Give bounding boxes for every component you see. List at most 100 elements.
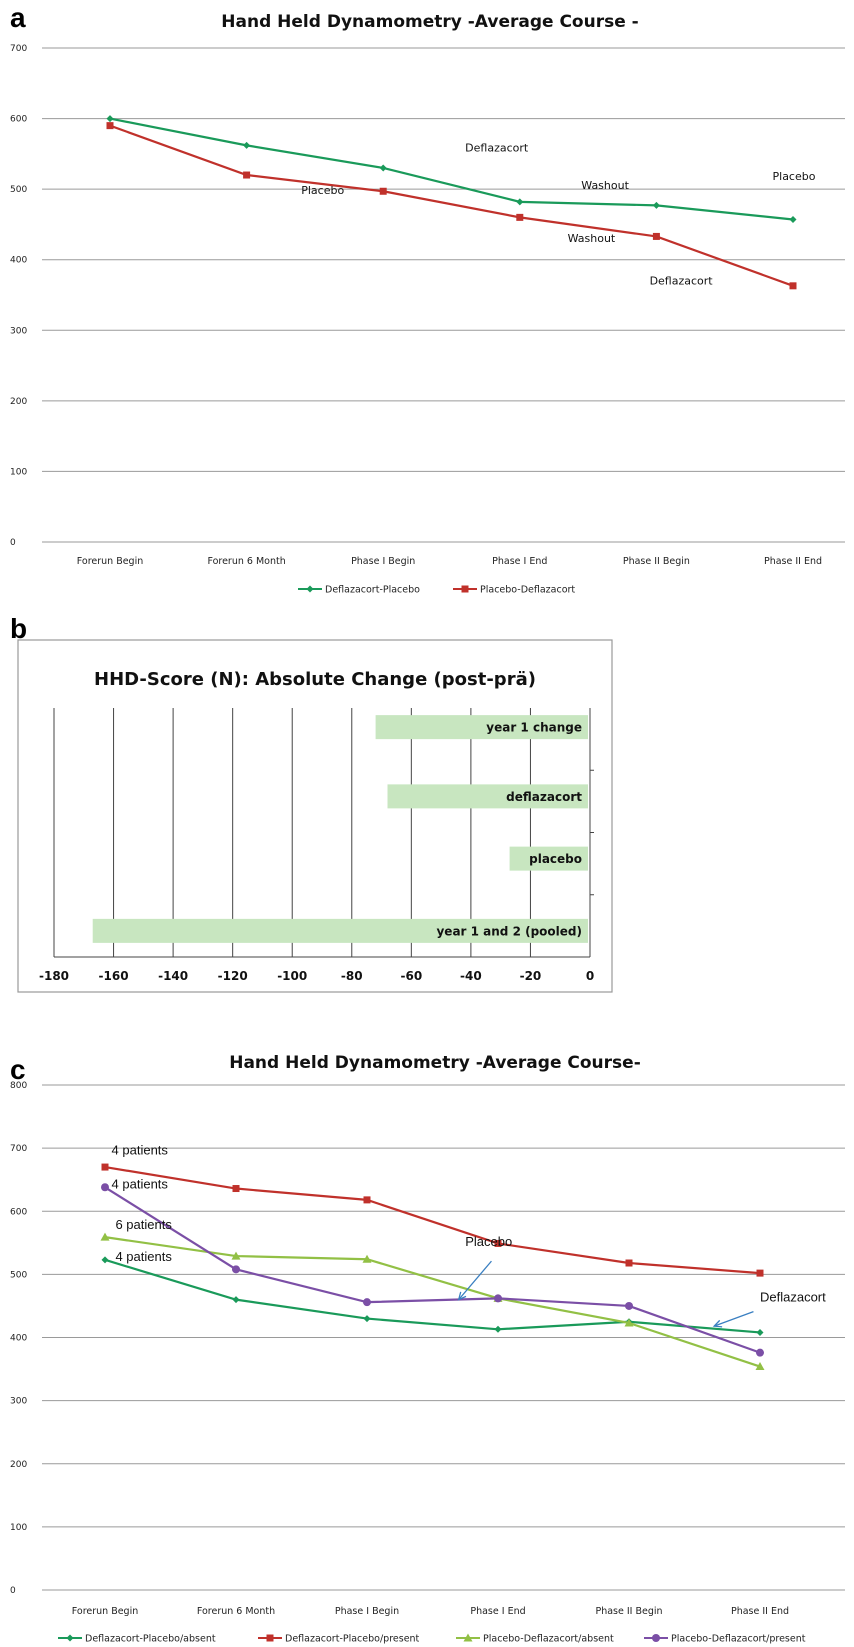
x-tick-label: -40 <box>460 969 482 983</box>
data-point <box>379 187 387 195</box>
legend-label: Deflazacort-Placebo/absent <box>85 1634 216 1645</box>
data-point <box>101 1183 109 1192</box>
x-tick-label: Phase I End <box>492 556 547 567</box>
annotation-arrowhead <box>457 1291 467 1301</box>
x-tick-label: 0 <box>586 969 594 983</box>
y-tick-label: 400 <box>10 256 27 266</box>
data-point <box>516 213 524 221</box>
data-point <box>362 1254 372 1263</box>
x-tick-label: Phase II Begin <box>623 556 690 567</box>
legend-marker <box>306 585 314 593</box>
chart-c-legend: Deflazacort-Placebo/absent Deflazacort-Pl… <box>58 1633 806 1645</box>
series-line <box>104 1258 761 1334</box>
data-point <box>379 164 387 172</box>
chart-b-x-ticks: -180 -160 -140 -120 -100 -80 -60 -40 -20 0 <box>39 969 594 983</box>
bar <box>509 846 588 871</box>
annotation-label: 4 patients <box>112 1177 169 1192</box>
annotation-arrow <box>713 1311 754 1327</box>
legend-marker <box>266 1634 274 1642</box>
chart-a: a Hand Held Dynamometry -Average Course … <box>10 2 845 596</box>
chart-c-series <box>100 1163 765 1371</box>
legend-marker <box>66 1634 74 1642</box>
chart-b-gridlines <box>53 708 594 958</box>
series-line <box>109 117 794 221</box>
y-tick-label: 700 <box>10 44 27 54</box>
data-point <box>363 1315 371 1323</box>
data-point <box>756 1328 764 1336</box>
panel-label-c: c <box>10 1054 26 1085</box>
y-tick-label: 0 <box>10 1586 16 1596</box>
y-tick-label: 500 <box>10 185 27 195</box>
y-tick-label: 800 <box>10 1081 27 1091</box>
data-point <box>243 141 251 149</box>
data-point <box>494 1325 502 1333</box>
chart-b: b HHD-Score (N): Absolute Change (post-p… <box>10 613 613 993</box>
data-point <box>756 1348 764 1357</box>
bar <box>375 715 588 740</box>
annotation-label: Placebo <box>773 170 816 183</box>
data-point <box>494 1239 502 1247</box>
data-point <box>232 1265 240 1274</box>
annotation-label: 6 patients <box>115 1217 172 1232</box>
bar-label: deflazacort <box>506 790 582 804</box>
legend-label: Placebo-Deflazacort/absent <box>483 1634 614 1645</box>
legend-marker <box>461 585 469 593</box>
chart-c-annotations: 4 patients 4 patients 6 patients 4 patients… <box>112 1142 826 1328</box>
chart-c: c Hand Held Dynamometry -Average Course-… <box>10 1053 845 1645</box>
bar-label: placebo <box>529 852 582 866</box>
annotation-arrow <box>458 1260 492 1301</box>
x-tick-label: -120 <box>218 969 248 983</box>
chart-a-x-ticks: Forerun Begin Forerun 6 Month Phase I Begi… <box>77 556 822 567</box>
chart-b-bars: year 1 change deflazacort placebo year 1 an… <box>92 715 588 943</box>
data-point <box>652 232 660 240</box>
x-tick-label: -180 <box>39 969 69 983</box>
legend-marker <box>652 1634 660 1642</box>
x-tick-label: -160 <box>99 969 129 983</box>
data-point <box>231 1251 241 1260</box>
series-line <box>104 1236 761 1368</box>
annotation-label: 4 patients <box>112 1142 169 1157</box>
y-tick-label: 200 <box>10 1460 27 1470</box>
chart-c-x-ticks: Forerun Begin Forerun 6 Month Phase I Begi… <box>72 1606 789 1617</box>
annotation-label: 4 patients <box>115 1249 172 1264</box>
data-point <box>756 1269 764 1277</box>
data-point <box>624 1318 634 1327</box>
data-point <box>243 171 251 179</box>
y-tick-label: 500 <box>10 1270 27 1280</box>
annotation-label: Washout <box>581 179 629 192</box>
annotation-arrowhead <box>712 1319 723 1328</box>
chart-a-legend: Deflazacort-Placebo Placebo-Deflazacort <box>298 585 575 596</box>
y-tick-label: 600 <box>10 1207 27 1217</box>
x-tick-label: -80 <box>341 969 363 983</box>
y-tick-label: 100 <box>10 467 27 477</box>
series-line <box>109 124 794 287</box>
data-point <box>232 1296 240 1304</box>
chart-c-title: Hand Held Dynamometry -Average Course- <box>229 1053 641 1073</box>
series-line <box>104 1165 761 1275</box>
data-point <box>101 1256 109 1264</box>
y-tick-label: 400 <box>10 1334 27 1344</box>
chart-b-title: HHD-Score (N): Absolute Change (post-prä… <box>94 669 536 690</box>
x-tick-label: Phase I Begin <box>351 556 415 567</box>
legend-marker <box>463 1633 473 1642</box>
y-tick-label: 300 <box>10 326 27 336</box>
x-tick-label: -100 <box>277 969 307 983</box>
data-point <box>625 1259 633 1267</box>
y-tick-label: 200 <box>10 397 27 407</box>
data-point <box>106 115 114 123</box>
data-point <box>363 1298 371 1307</box>
data-point <box>789 282 797 290</box>
legend-label: Placebo-Deflazacort <box>480 585 575 596</box>
y-tick-label: 0 <box>10 538 16 548</box>
chart-a-title: Hand Held Dynamometry -Average Course - <box>221 12 638 32</box>
chart-a-series <box>106 115 797 290</box>
data-point <box>789 215 797 223</box>
annotation-label: Deflazacort <box>760 1290 826 1305</box>
bar-label: year 1 and 2 (pooled) <box>436 924 582 938</box>
legend-label: Deflazacort-Placebo <box>325 585 420 596</box>
y-tick-label: 100 <box>10 1523 27 1533</box>
chart-a-y-ticks: 0 100 200 300 400 500 600 700 <box>10 44 27 548</box>
bar <box>92 918 588 943</box>
series-line <box>104 1186 761 1354</box>
